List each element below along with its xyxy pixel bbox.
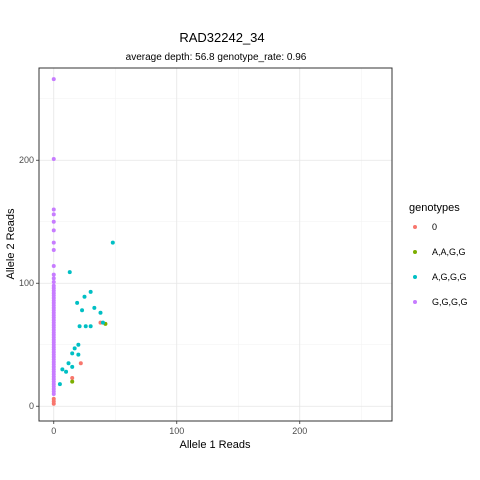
data-point-gggg (52, 77, 56, 81)
data-point-gggg (52, 228, 56, 232)
data-point-aggg (64, 370, 68, 374)
chart-title: RAD32242_34 (179, 30, 264, 45)
legend-label: A,G,G,G (432, 272, 467, 282)
data-point-aggg (98, 311, 102, 315)
data-point-aggg (111, 241, 115, 245)
data-point-aggg (60, 367, 64, 371)
data-point-gggg (52, 157, 56, 161)
x-tick-label: 200 (292, 426, 307, 436)
chart-subtitle: average depth: 56.8 genotype_rate: 0.96 (126, 52, 307, 63)
data-point-gggg (52, 207, 56, 211)
data-point-aggg (92, 306, 96, 310)
data-point-aggg (73, 346, 77, 350)
legend-key-aggg (413, 275, 417, 279)
data-point-aagg (70, 380, 74, 384)
data-point-aggg (76, 353, 80, 357)
data-point-gggg (52, 212, 56, 216)
data-point-gggg (52, 273, 56, 277)
y-tick-label: 100 (19, 278, 34, 288)
data-point-aggg (83, 295, 87, 299)
data-point-aggg (67, 361, 71, 365)
data-point-gggg (52, 248, 56, 252)
y-tick-label: 0 (29, 401, 34, 411)
data-point-aggg (78, 324, 82, 328)
legend-label: 0 (432, 222, 437, 232)
data-point-aggg (75, 301, 79, 305)
data-point-aggg (70, 365, 74, 369)
data-point-0 (79, 361, 83, 365)
y-tick-label: 200 (19, 155, 34, 165)
plot-panel (39, 68, 392, 421)
data-point-gggg (52, 276, 56, 280)
legend-key-0 (413, 225, 417, 229)
data-point-gggg (52, 220, 56, 224)
data-point-aggg (70, 351, 74, 355)
legend-key-gggg (413, 300, 417, 304)
x-tick-label: 0 (51, 426, 56, 436)
x-axis-label: Allele 1 Reads (180, 439, 251, 451)
data-point-0 (70, 376, 74, 380)
legend-title: genotypes (409, 202, 460, 214)
legend-key-aagg (413, 250, 417, 254)
data-point-aggg (89, 290, 93, 294)
data-point-aggg (68, 270, 72, 274)
data-point-gggg (52, 241, 56, 245)
data-point-aggg (101, 321, 105, 325)
data-point-gggg (52, 280, 56, 284)
data-point-0 (52, 397, 56, 401)
legend: genotypes 0 A,A,G,G A,G,G,G G,G,G,G (409, 202, 468, 307)
data-point-aggg (58, 382, 62, 386)
data-point-gggg (52, 264, 56, 268)
data-points (52, 77, 115, 406)
data-point-aggg (89, 324, 93, 328)
data-point-aggg (84, 324, 88, 328)
legend-label: G,G,G,G (432, 297, 468, 307)
grid (39, 68, 392, 421)
data-point-aggg (80, 308, 84, 312)
x-tick-label: 100 (169, 426, 184, 436)
data-point-gggg (52, 392, 56, 396)
axis-ticks: 0 100 200 0 100 200 (19, 155, 307, 436)
y-axis-label: Allele 2 Reads (5, 208, 17, 279)
legend-label: A,A,G,G (432, 247, 466, 257)
data-point-aggg (76, 343, 80, 347)
